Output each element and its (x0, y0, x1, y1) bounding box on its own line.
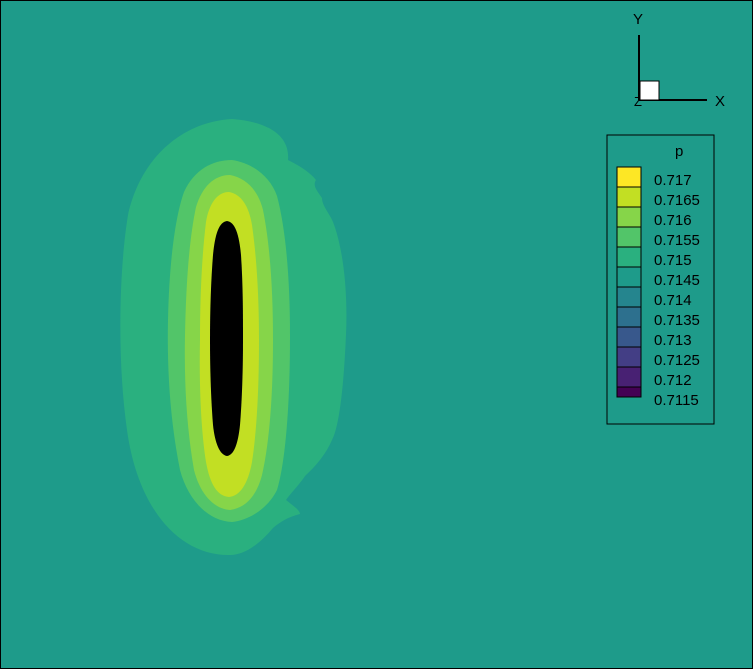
legend-label: 0.714 (654, 292, 692, 309)
legend-swatch (616, 186, 642, 208)
legend-swatch (616, 366, 642, 388)
legend-swatch (616, 306, 642, 328)
legend-label: 0.7125 (654, 352, 700, 369)
legend-swatch (616, 346, 642, 368)
legend-swatch (616, 246, 642, 268)
axis-triad: Z Y X (633, 11, 725, 110)
legend-swatch (616, 166, 642, 188)
legend-label: 0.713 (654, 332, 692, 349)
legend-label: 0.7135 (654, 312, 700, 329)
contour-bands (120, 119, 347, 556)
legend-label: 0.7165 (654, 192, 700, 209)
contour-band-0-717 (210, 221, 243, 456)
legend-label: 0.7145 (654, 272, 700, 289)
x-axis-label: X (715, 93, 725, 110)
legend-swatch (616, 266, 642, 288)
legend-label: 0.7115 (654, 392, 699, 409)
z-axis-label: Z (634, 94, 642, 109)
legend-swatch (616, 206, 642, 228)
legend-label: 0.712 (654, 372, 692, 389)
legend-label: 0.715 (654, 252, 692, 269)
legend-label: 0.7155 (654, 232, 700, 249)
legend: p 0.717 0.7165 0.716 0.7155 0.715 0.7145 0.714… (606, 134, 715, 425)
legend-title: p (675, 143, 683, 160)
y-axis-label: Y (633, 11, 643, 28)
legend-swatch (616, 386, 642, 398)
z-axis-marker (639, 80, 660, 101)
legend-label: 0.717 (654, 172, 692, 189)
legend-label: 0.716 (654, 212, 692, 229)
legend-swatch (616, 326, 642, 348)
legend-swatch (616, 226, 642, 248)
legend-swatch (616, 286, 642, 308)
